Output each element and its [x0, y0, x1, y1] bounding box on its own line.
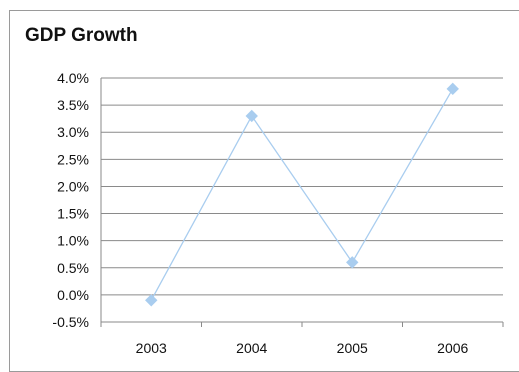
data-point-marker — [245, 109, 258, 123]
chart-title: GDP Growth — [25, 25, 138, 46]
y-tick-label: 0.0% — [57, 287, 89, 303]
y-tick-label: -0.5% — [52, 314, 89, 330]
y-tick-label: 1.0% — [57, 233, 89, 249]
data-point-marker — [346, 256, 359, 269]
x-tick-label: 2006 — [437, 340, 468, 356]
data-point-marker — [145, 294, 158, 307]
y-tick-label: 4.0% — [57, 70, 89, 86]
y-tick-label: 0.5% — [57, 260, 89, 276]
x-tick-label: 2003 — [136, 340, 167, 356]
x-tick-label: 2005 — [337, 340, 368, 356]
y-tick-label: 2.5% — [57, 151, 89, 167]
y-tick-label: 3.0% — [57, 124, 89, 140]
data-point-marker — [446, 82, 459, 96]
y-tick-label: 3.5% — [57, 97, 89, 113]
series-line — [150, 88, 454, 301]
x-tick-label: 2004 — [236, 340, 267, 356]
y-tick-label: 2.0% — [57, 178, 89, 194]
chart-frame — [9, 10, 519, 372]
y-tick-label: 1.5% — [57, 206, 89, 222]
